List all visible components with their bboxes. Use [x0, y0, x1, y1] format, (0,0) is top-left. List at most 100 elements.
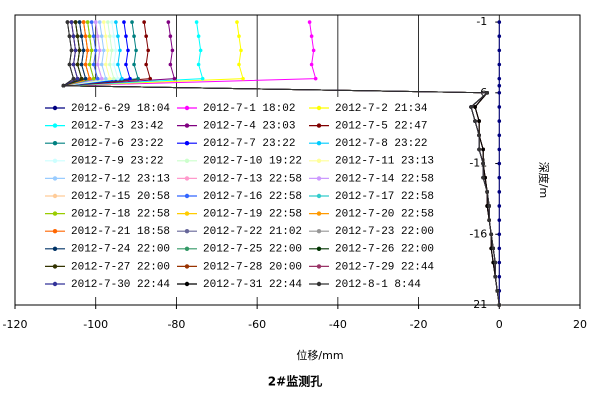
point	[61, 83, 66, 88]
x-axis-title: 位移/mm	[296, 348, 343, 362]
point	[497, 76, 502, 81]
legend-label: 2012-7-7 23:22	[203, 138, 295, 150]
legend-label: 2012-7-14 22:58	[335, 173, 434, 185]
legend-label: 2012-7-22 21:02	[203, 226, 302, 238]
point	[95, 34, 100, 39]
point	[170, 48, 175, 53]
point	[104, 34, 108, 39]
legend-label: 2012-7-31 22:44	[203, 279, 302, 291]
point	[73, 48, 78, 53]
legend-label: 2012-7-3 23:42	[71, 121, 163, 133]
legend-box	[38, 97, 456, 297]
legend-marker	[184, 264, 190, 269]
legend-label: 2012-7-29 22:44	[335, 261, 434, 273]
legend-label: 2012-7-28 20:00	[203, 261, 302, 273]
x-tick-label: -20	[410, 318, 428, 331]
point	[497, 62, 502, 67]
legend-marker	[52, 281, 58, 287]
point	[75, 76, 80, 81]
point	[497, 218, 502, 222]
legend-marker	[52, 141, 58, 146]
caption: 2#监测孔	[268, 374, 322, 389]
point	[144, 34, 148, 39]
x-tick-label: -40	[329, 318, 347, 331]
point	[473, 119, 477, 123]
point	[146, 48, 150, 53]
legend-marker	[184, 281, 190, 287]
point	[313, 76, 318, 81]
point	[77, 48, 82, 53]
legend-label: 2012-7-12 23:13	[71, 173, 170, 185]
point	[477, 133, 481, 138]
point	[136, 76, 140, 81]
legend-marker	[52, 176, 58, 181]
point	[493, 274, 498, 279]
point	[497, 232, 502, 237]
legend-label: 2012-7-16 22:58	[203, 191, 302, 203]
point	[309, 34, 314, 39]
point	[85, 20, 90, 24]
point	[497, 303, 502, 307]
legend-marker	[52, 123, 58, 128]
point	[497, 190, 502, 194]
point	[237, 34, 241, 39]
x-tick-label: -60	[248, 318, 266, 331]
x-tick-label: 0	[496, 318, 503, 331]
point	[75, 34, 80, 39]
legend-marker	[52, 264, 58, 269]
point	[101, 48, 106, 53]
point	[81, 20, 86, 24]
point	[497, 204, 502, 208]
legend-marker	[184, 123, 190, 128]
legend-marker	[52, 211, 58, 216]
point	[489, 232, 494, 237]
point	[67, 34, 72, 39]
point	[485, 190, 489, 194]
legend-label: 2012-7-25 22:00	[203, 244, 302, 256]
point	[497, 20, 502, 24]
point	[311, 48, 316, 53]
point	[91, 62, 96, 67]
point	[497, 147, 502, 152]
y-tick-label: -21	[469, 298, 487, 311]
point	[497, 34, 502, 39]
legend-label: 2012-7-2 21:34	[335, 103, 428, 115]
legend-marker	[316, 264, 322, 269]
point	[116, 62, 120, 67]
legend-marker	[316, 281, 322, 287]
legend-label: 2012-7-17 22:58	[335, 191, 434, 203]
point	[75, 62, 80, 67]
point	[95, 62, 100, 67]
point	[241, 76, 245, 81]
point	[120, 76, 124, 81]
point	[114, 48, 118, 53]
point	[235, 20, 239, 24]
point	[101, 20, 106, 24]
point	[106, 48, 110, 53]
legend-label: 2012-7-6 23:22	[71, 138, 163, 150]
point	[89, 48, 94, 53]
point	[110, 20, 114, 24]
point	[477, 119, 481, 123]
legend-label: 2012-8-1 8:44	[335, 279, 421, 291]
legend-marker	[316, 211, 322, 216]
point	[71, 34, 76, 39]
point	[481, 161, 485, 166]
legend-marker	[184, 229, 190, 234]
point	[469, 105, 473, 109]
point	[166, 20, 171, 24]
legend-marker	[184, 193, 190, 199]
point	[239, 48, 243, 53]
point	[116, 76, 120, 81]
point	[237, 62, 241, 67]
point	[97, 20, 102, 24]
point	[108, 76, 112, 81]
point	[132, 62, 136, 67]
point	[95, 76, 100, 81]
legend-marker	[52, 105, 58, 111]
point	[67, 62, 72, 67]
point	[495, 289, 500, 293]
legend-marker	[52, 193, 58, 199]
point	[91, 76, 96, 81]
point	[87, 34, 92, 39]
